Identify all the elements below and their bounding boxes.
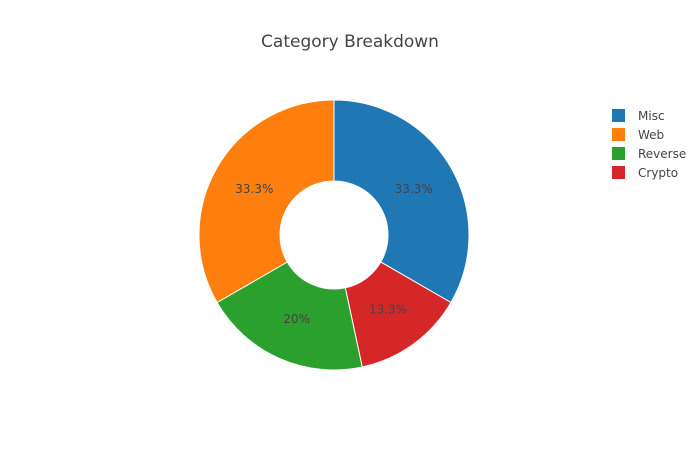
slice-label-misc: 33.3% (395, 182, 433, 196)
legend-label: Reverse (638, 146, 687, 161)
slice-label-reverse: 13.3% (369, 302, 407, 316)
slice-web[interactable] (198, 99, 335, 304)
legend-swatch (612, 147, 625, 160)
legend-item-reverse[interactable]: Reverse (612, 144, 696, 163)
legend-item-crypto[interactable]: Crypto (612, 163, 696, 182)
legend-label: Misc (638, 108, 665, 123)
chart-title: Category Breakdown (261, 32, 439, 52)
legend-swatch (612, 109, 625, 122)
legend-swatch (612, 128, 625, 141)
slices-group (198, 99, 470, 371)
legend-swatch (612, 166, 625, 179)
slice-misc[interactable] (333, 99, 470, 304)
legend: Misc Web Reverse Crypto (612, 106, 696, 182)
legend-label: Crypto (638, 165, 679, 180)
slice-label-web: 33.3% (235, 182, 273, 196)
legend-item-web[interactable]: Web (612, 125, 696, 144)
slice-label-crypto: 20% (283, 312, 310, 326)
legend-item-misc[interactable]: Misc (612, 106, 696, 125)
labels-group: 33.3% 13.3% 20% 33.3% (235, 182, 432, 326)
slice-crypto[interactable] (216, 261, 363, 371)
legend-label: Web (638, 127, 665, 142)
